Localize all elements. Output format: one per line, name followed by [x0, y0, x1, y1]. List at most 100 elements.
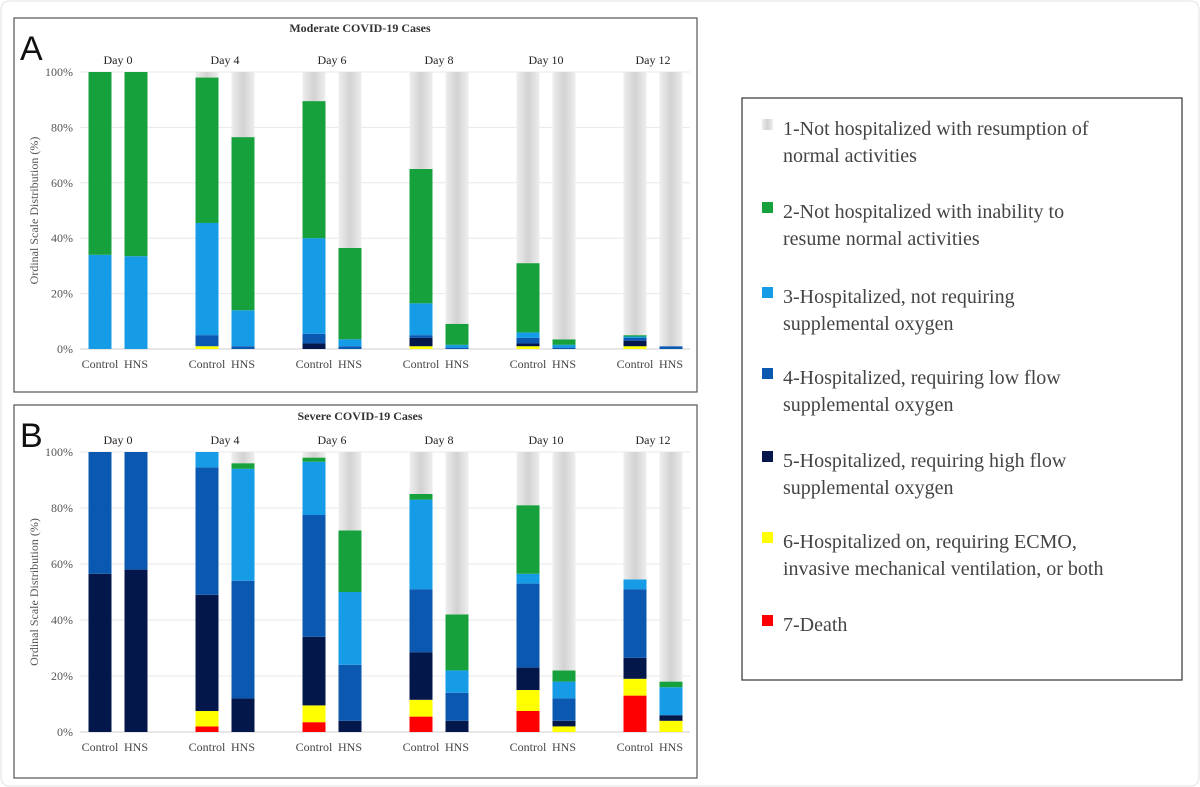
legend-text: 5-Hospitalized, requiring high flow [783, 450, 1067, 472]
legend-text: invasive mechanical ventilation, or both [783, 558, 1103, 580]
bar-segment-day-10-hns-c3 [552, 344, 576, 348]
x-tick-label: Control [296, 740, 333, 754]
legend-text: resume normal activities [783, 228, 980, 250]
bar-segment-day-8-control-c4 [409, 589, 433, 653]
legend-item-c7: 7-Death [762, 614, 847, 636]
x-tick-label: HNS [231, 740, 255, 754]
bar-segment-day-12-control-c5 [623, 340, 647, 347]
bar-segment-day-4-control-c3 [195, 452, 219, 468]
y-tick-label: 20% [51, 669, 73, 683]
bar-segment-day-6-control-c4 [302, 333, 326, 344]
x-tick-label: Control [403, 740, 440, 754]
bar-segment-day-10-control-c2 [516, 505, 540, 574]
x-tick-label: HNS [445, 357, 469, 371]
x-tick-label: HNS [445, 740, 469, 754]
bar-segment-day-6-hns-c3 [338, 592, 362, 665]
bar-segment-day-8-control-c6 [409, 346, 433, 349]
legend-swatch [762, 615, 773, 626]
bar-segment-day-6-hns-c4 [338, 346, 362, 349]
y-tick-label: 100% [45, 65, 73, 79]
bar-segment-day-4-control-c4 [195, 335, 219, 347]
legend-text: supplemental oxygen [783, 477, 954, 499]
legend: 1-Not hospitalized with resumption of nor… [741, 97, 1183, 681]
legend-swatch [762, 119, 773, 130]
bar-segment-day-4-control-c3 [195, 222, 219, 336]
legend-swatch [762, 532, 773, 543]
x-tick-label: Control [189, 740, 226, 754]
group-label: Day 4 [211, 433, 240, 447]
legend-item-c3: 3-Hospitalized, not requiring supplementa… [762, 286, 1015, 335]
group-label: Day 6 [318, 53, 347, 67]
panel-label: B [20, 417, 43, 455]
legend-text: 6-Hospitalized on, requiring ECMO, [783, 531, 1077, 553]
bar-segment-day-10-control-c3 [516, 332, 540, 338]
bar-segment-day-4-hns-c4 [231, 346, 255, 349]
bar-segment-day-6-control-c1 [302, 452, 326, 458]
bar-segment-day-10-control-c2 [516, 263, 540, 333]
bar-segment-day-12-control-c1 [623, 452, 647, 580]
bar-segment-day-4-hns-c4 [231, 580, 255, 699]
bar-segment-day-0-hns-c2 [124, 72, 148, 257]
bar-segment-day-4-control-c2 [195, 77, 219, 223]
bar-segment-day-8-control-c1 [409, 72, 433, 169]
bar-segment-day-8-control-c1 [409, 452, 433, 494]
bar-segment-day-4-control-c6 [195, 711, 219, 727]
bar-segment-day-8-hns-c1 [445, 72, 469, 324]
bar-segment-day-10-hns-c2 [552, 670, 576, 682]
chart-title: Severe COVID-19 Cases [297, 409, 422, 423]
bar-segment-day-10-control-c4 [516, 337, 540, 344]
legend-swatch [762, 202, 773, 213]
group-label: Day 12 [636, 433, 671, 447]
bar-segment-day-8-hns-c2 [445, 323, 469, 345]
bar-segment-day-6-control-c3 [302, 461, 326, 515]
bar-segment-day-10-control-c5 [516, 343, 540, 347]
bar-segment-day-8-control-c3 [409, 303, 433, 336]
group-label: Day 10 [529, 53, 564, 67]
bar-segment-day-10-hns-c2 [552, 339, 576, 345]
y-tick-label: 60% [51, 176, 73, 190]
bar-segment-day-8-hns-c4 [445, 347, 469, 349]
panel-a: A Moderate COVID-19 Cases Ordinal Scale Di… [13, 17, 698, 393]
bar-segment-day-8-control-c5 [409, 652, 433, 700]
bar-segment-day-10-control-c1 [516, 452, 540, 506]
x-tick-label: Control [403, 357, 440, 371]
bar-segment-day-0-hns-c5 [124, 569, 148, 732]
group-label: Day 12 [636, 53, 671, 67]
bar-segment-day-8-hns-c3 [445, 344, 469, 348]
bar-segment-day-4-hns-c5 [231, 698, 255, 732]
bar-segment-day-4-hns-c1 [231, 72, 255, 138]
group-label: Day 0 [104, 433, 133, 447]
bar-segment-day-0-control-c4 [88, 452, 112, 574]
bar-segment-day-10-control-c1 [516, 72, 540, 264]
y-tick-label: 40% [51, 613, 73, 627]
bar-segment-day-4-hns-c1 [231, 452, 255, 464]
bar-segment-day-10-hns-c4 [552, 698, 576, 721]
bar-segment-day-8-control-c6 [409, 699, 433, 717]
legend-item-c4: 4-Hospitalized, requiring low flow supple… [762, 367, 1061, 416]
x-tick-label: Control [510, 357, 547, 371]
bar-segment-day-4-control-c1 [195, 72, 219, 78]
bar-segment-day-12-hns-c3 [659, 687, 683, 716]
y-axis-label: Ordinal Scale Distribution (%) [27, 137, 41, 285]
x-tick-label: Control [617, 740, 654, 754]
bar-segment-day-12-control-c4 [623, 589, 647, 658]
bar-segment-day-4-control-c7 [195, 726, 219, 732]
bar-segment-day-10-control-c7 [516, 711, 540, 732]
bar-segment-day-12-hns-c1 [659, 452, 683, 682]
bar-segment-day-6-hns-c5 [338, 720, 362, 732]
group-label: Day 6 [318, 433, 347, 447]
bar-segment-day-6-hns-c3 [338, 339, 362, 347]
legend-text: 1-Not hospitalized with resumption of [783, 118, 1089, 140]
bar-segment-day-4-hns-c2 [231, 137, 255, 311]
legend-item-c1: 1-Not hospitalized with resumption of nor… [762, 118, 1089, 167]
x-tick-label: Control [82, 740, 119, 754]
bar-segment-day-12-hns-c5 [659, 715, 683, 721]
bar-segment-day-0-hns-c3 [124, 256, 148, 349]
bar-segment-day-0-control-c5 [88, 573, 112, 732]
group-label: Day 0 [104, 53, 133, 67]
legend-swatch [762, 451, 773, 462]
bar-segment-day-4-control-c6 [195, 346, 219, 349]
group-label: Day 8 [425, 53, 454, 67]
bar-segment-day-6-control-c2 [302, 101, 326, 239]
bar-segment-day-12-control-c2 [623, 335, 647, 337]
